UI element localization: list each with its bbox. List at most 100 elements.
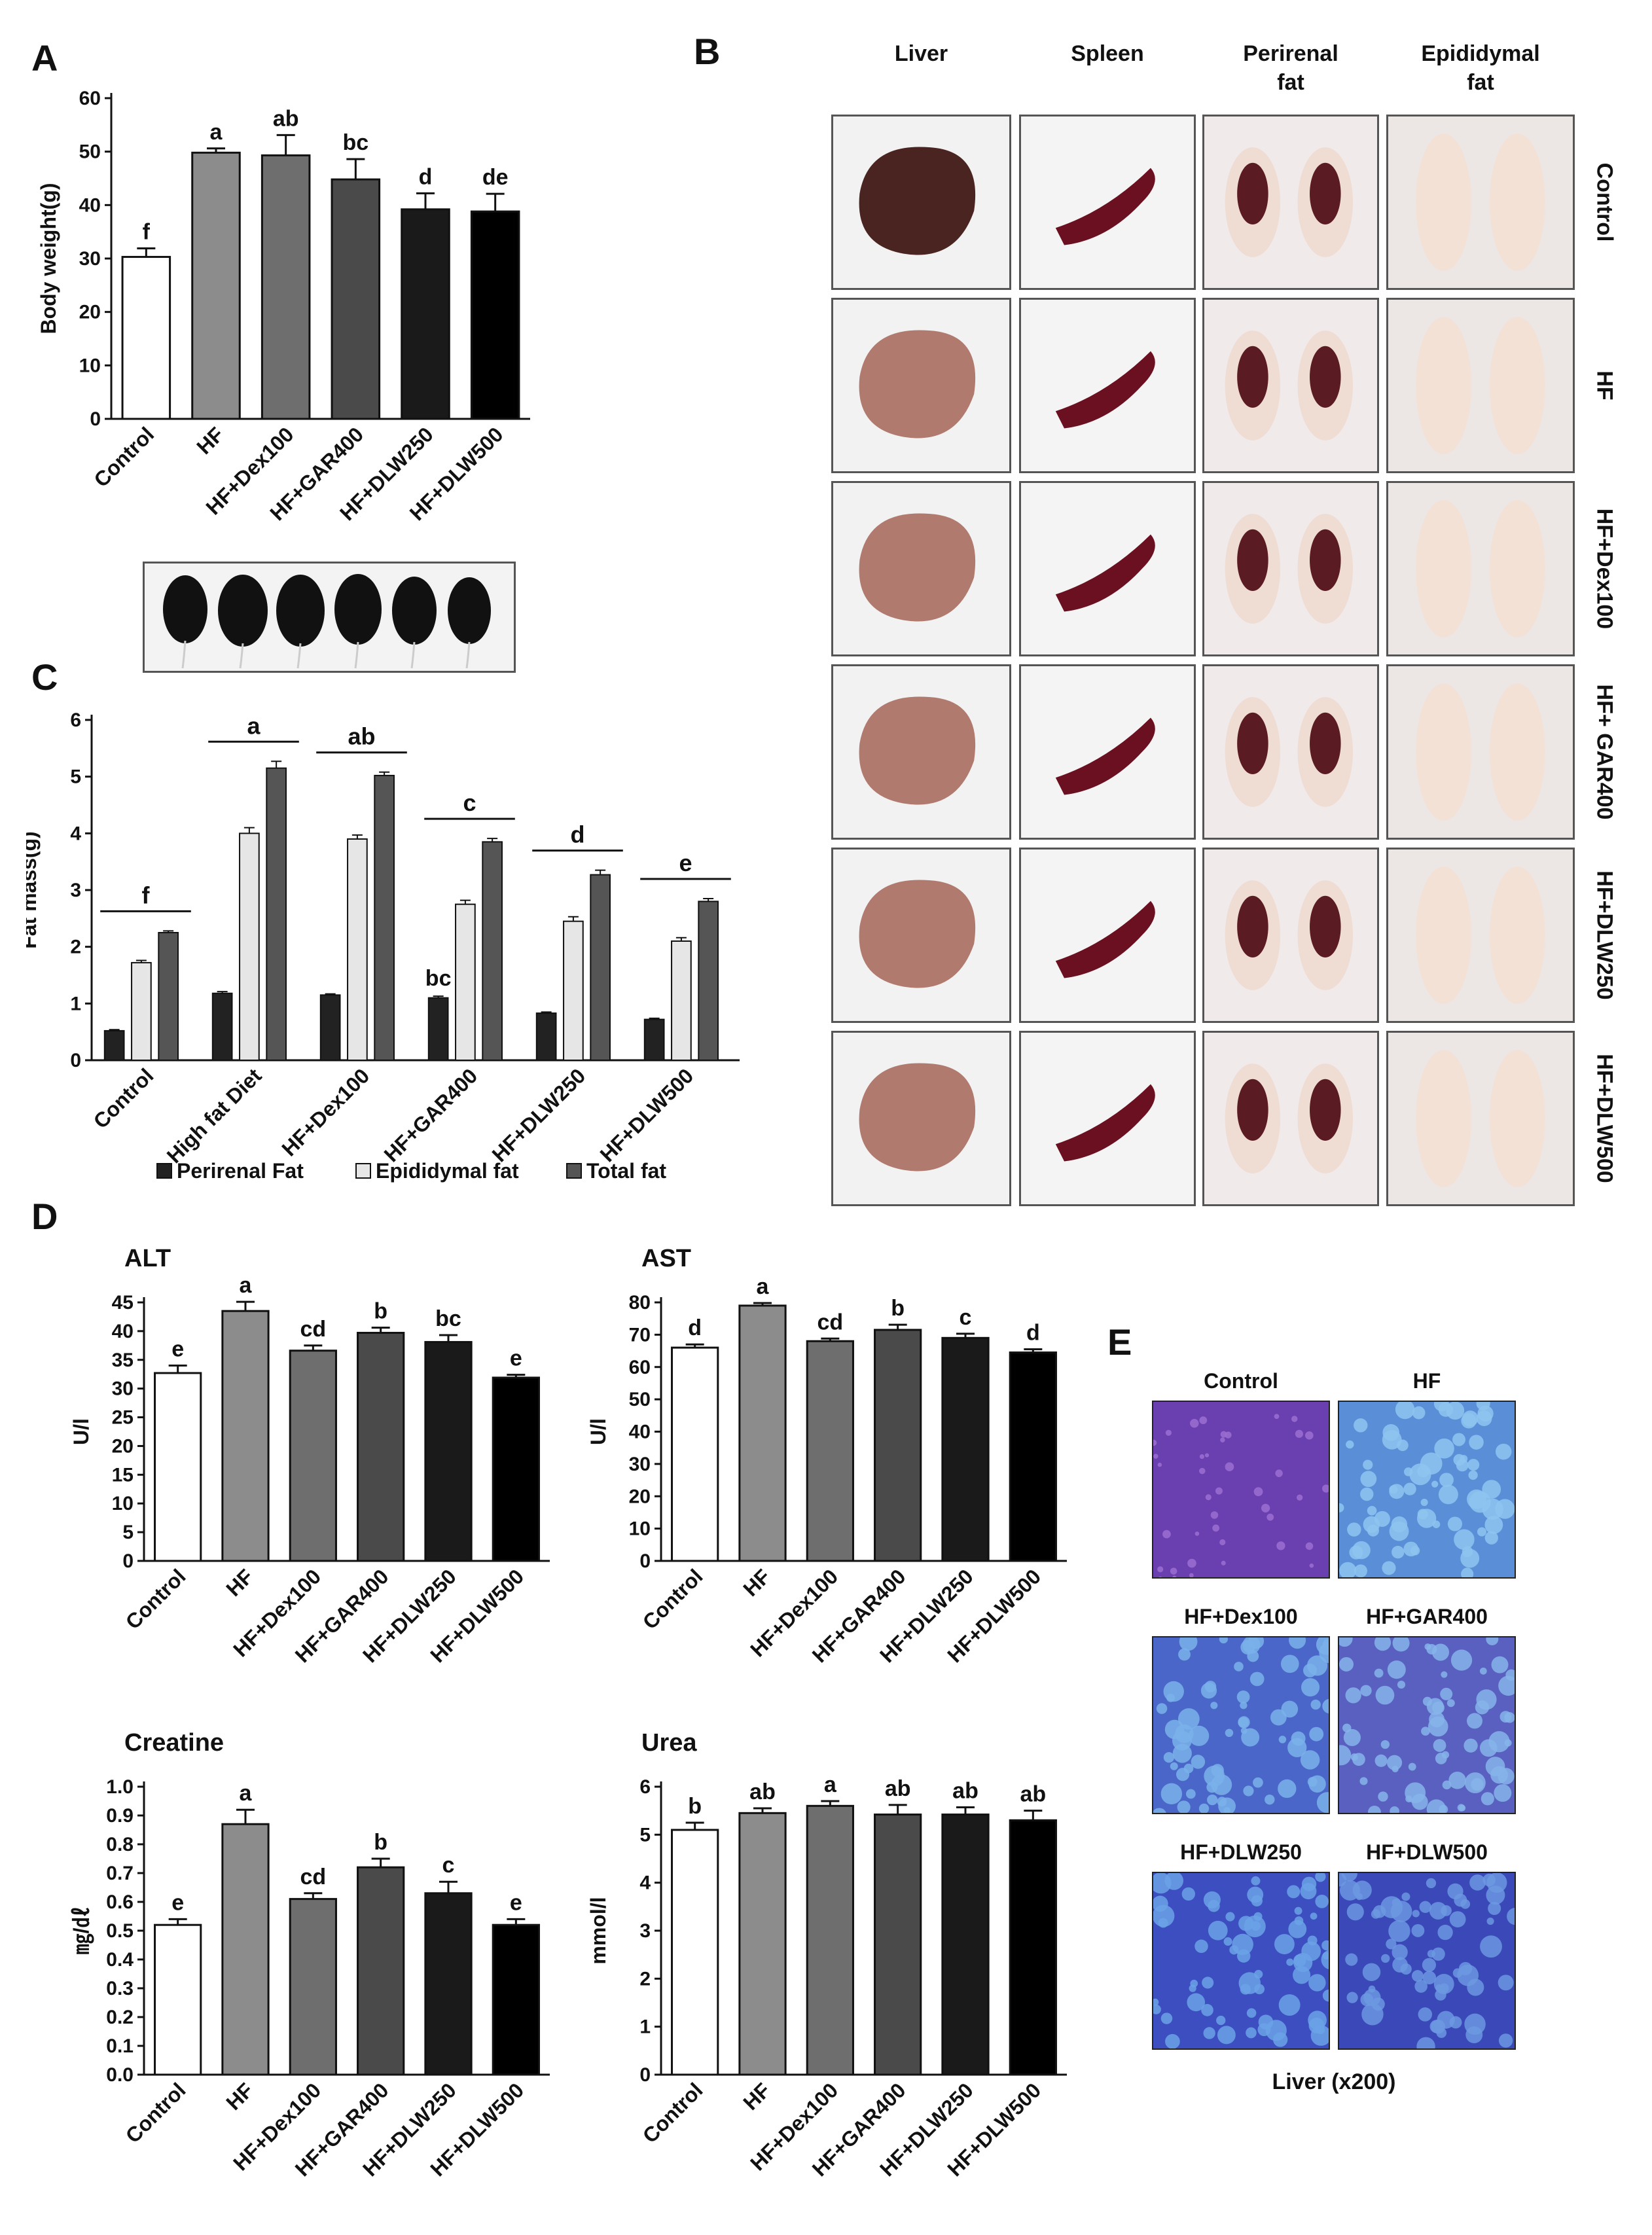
organ-row-label: HF bbox=[1592, 370, 1617, 401]
y-tick-label: 4 bbox=[639, 1872, 651, 1894]
bar bbox=[590, 874, 611, 1061]
organ-column-header: Liver bbox=[894, 41, 948, 66]
lipid-droplet bbox=[1301, 1941, 1321, 1961]
lipid-droplet bbox=[1210, 1511, 1219, 1519]
lipid-droplet bbox=[1484, 1531, 1498, 1545]
lipid-droplet bbox=[1347, 1522, 1361, 1537]
organ-photo bbox=[1019, 1031, 1196, 1206]
bar bbox=[671, 1829, 719, 2076]
lipid-droplet bbox=[1397, 1681, 1406, 1689]
lipid-droplet bbox=[1339, 1745, 1352, 1766]
lipid-droplet bbox=[1386, 1939, 1397, 1950]
significance-letter: bc bbox=[435, 1306, 461, 1331]
lipid-droplet bbox=[1486, 1917, 1494, 1925]
lipid-droplet bbox=[1321, 1940, 1329, 1951]
significance-letter: bc bbox=[342, 130, 368, 155]
lipid-droplet bbox=[1157, 1566, 1164, 1573]
chart-creatine: Creatine 0.0 0.1 0.2 0.3 0.4 0.5 0.6 0.7 0.8 0.9 1.… bbox=[69, 1729, 550, 2181]
lipid-droplet bbox=[1339, 1503, 1344, 1512]
kidney-shape bbox=[1310, 895, 1341, 958]
fat-shape bbox=[1490, 317, 1545, 454]
lipid-droplet bbox=[1354, 1564, 1367, 1577]
significance-letter: d bbox=[1026, 1321, 1040, 1346]
histology-caption: Liver (x200) bbox=[1272, 2069, 1396, 2094]
lipid-droplet bbox=[1170, 1762, 1178, 1770]
y-tick-label: 0 bbox=[639, 2064, 651, 2086]
significance-letter: e bbox=[171, 1337, 184, 1362]
y-tick-label: 0 bbox=[639, 1550, 651, 1572]
organ-column-header: Epididymal fat bbox=[1421, 41, 1540, 96]
lipid-droplet bbox=[1433, 1739, 1446, 1752]
lipid-droplet bbox=[1346, 1440, 1354, 1449]
lipid-droplet bbox=[1200, 1683, 1217, 1699]
lipid-droplet bbox=[1310, 1699, 1321, 1710]
mouse-icon bbox=[218, 575, 268, 669]
lipid-droplet bbox=[1435, 1753, 1447, 1764]
fat-shape bbox=[1490, 867, 1545, 1004]
lipid-droplet bbox=[1345, 1953, 1358, 1966]
lipid-droplet bbox=[1422, 1958, 1436, 1972]
lipid-droplet bbox=[1498, 2033, 1513, 2048]
lipid-droplet bbox=[1382, 1424, 1400, 1441]
bar bbox=[535, 1012, 557, 1062]
y-axis-label: Body weight(g) bbox=[37, 183, 60, 334]
y-tick-label: 0.1 bbox=[106, 2035, 134, 2057]
y-tick-label: 0.8 bbox=[106, 1834, 134, 1855]
lipid-droplet bbox=[1411, 1970, 1424, 1982]
lipid-droplet bbox=[1422, 1971, 1437, 1984]
lipid-droplet bbox=[1498, 1975, 1514, 1991]
lipid-droplet bbox=[1363, 1988, 1381, 2007]
bar bbox=[941, 1336, 990, 1562]
legend-label: Total fat bbox=[586, 1159, 666, 1183]
lipid-droplet bbox=[1244, 1915, 1266, 1938]
lipid-droplet bbox=[1392, 1898, 1401, 1907]
lipid-droplet bbox=[1416, 2037, 1435, 2048]
lipid-droplet bbox=[1359, 1777, 1368, 1785]
bar bbox=[260, 154, 311, 420]
organ-photo bbox=[1386, 298, 1575, 473]
x-tick-label: HF bbox=[221, 1564, 258, 1601]
lipid-droplet bbox=[1360, 1685, 1372, 1696]
y-axis-label: Fat mass(g) bbox=[26, 831, 41, 949]
organ-photo bbox=[1386, 1031, 1575, 1206]
lipid-droplet bbox=[1204, 1765, 1225, 1787]
significance-letter: c bbox=[463, 789, 476, 816]
lipid-droplet bbox=[1203, 2027, 1215, 2039]
lipid-droplet bbox=[1194, 1531, 1200, 1536]
lipid-droplet bbox=[1363, 1516, 1380, 1533]
lipid-droplet bbox=[1153, 2004, 1161, 2014]
histology-image bbox=[1338, 1872, 1516, 2050]
histology-label: HF bbox=[1412, 1369, 1441, 1393]
fat-shape bbox=[1490, 683, 1545, 821]
bar bbox=[289, 1898, 337, 2076]
legend-label: Epididymal fat bbox=[376, 1159, 519, 1183]
bar bbox=[357, 1332, 405, 1562]
lipid-droplet bbox=[1181, 1887, 1195, 1901]
organ-photo bbox=[1202, 1031, 1379, 1206]
bar bbox=[131, 961, 152, 1061]
lipid-droplet bbox=[1418, 2007, 1433, 2022]
lipid-droplet bbox=[1202, 1976, 1214, 1989]
lipid-droplet bbox=[1504, 1739, 1512, 1747]
mouse-icon bbox=[276, 575, 325, 669]
lipid-droplet bbox=[1177, 1800, 1191, 1813]
organ-photo bbox=[831, 848, 1011, 1023]
lipid-droplet bbox=[1414, 1980, 1428, 1993]
lipid-droplet bbox=[1191, 1755, 1206, 1769]
lipid-droplet bbox=[1441, 1671, 1448, 1678]
lipid-droplet bbox=[1350, 1753, 1358, 1761]
y-tick-label: 40 bbox=[79, 194, 101, 216]
lipid-droplet bbox=[1395, 1402, 1415, 1420]
x-tick-label: Control bbox=[638, 2078, 708, 2147]
lipid-droplet bbox=[1278, 1779, 1297, 1798]
significance-letter: e bbox=[679, 849, 692, 876]
organ-photo bbox=[1019, 664, 1196, 840]
lipid-droplet bbox=[1164, 1873, 1184, 1890]
lipid-droplet bbox=[1205, 1494, 1212, 1501]
lipid-droplet bbox=[1176, 1768, 1190, 1781]
lipid-droplet bbox=[1165, 1429, 1172, 1436]
x-tick-label: HF+DLW250 bbox=[488, 1064, 590, 1166]
panel-label-e: E bbox=[1107, 1321, 1132, 1363]
lipid-droplet bbox=[1170, 1567, 1177, 1575]
